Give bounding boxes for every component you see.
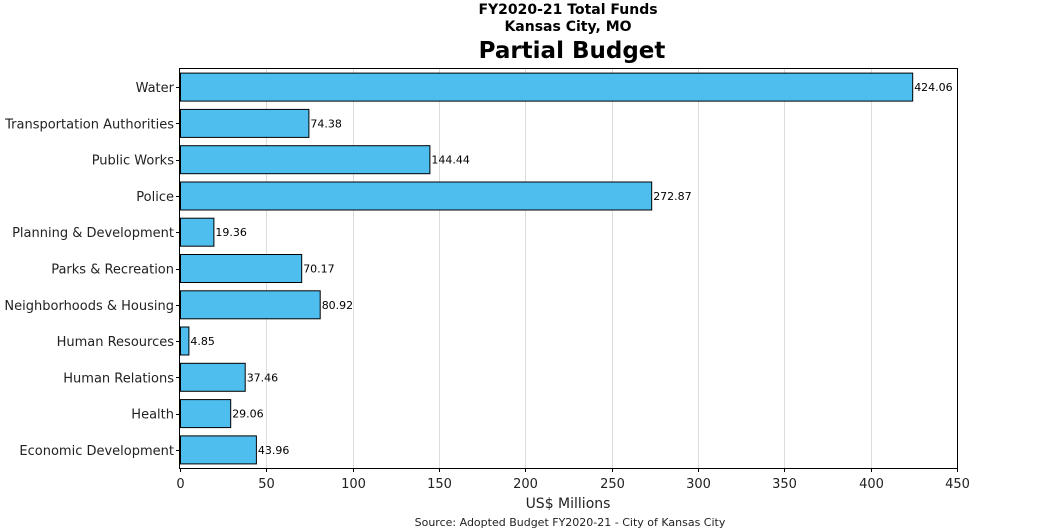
x-tick-label: 50 <box>258 477 275 492</box>
y-category-label: Human Relations <box>63 371 174 386</box>
bar-value-label: 272.87 <box>653 190 692 203</box>
bar-value-label: 37.46 <box>247 371 279 384</box>
bar-value-label: 74.38 <box>310 117 342 130</box>
bar-value-label: 80.92 <box>322 299 354 312</box>
x-tick-label: 0 <box>176 477 184 492</box>
y-category-label: Health <box>131 408 174 423</box>
plot-area-frame <box>179 68 958 469</box>
bar <box>180 435 257 465</box>
y-category-label: Neighborhoods & Housing <box>4 299 174 314</box>
x-tick-labels: 0 50 100 150 200 250 300 350 400 450 <box>176 468 970 492</box>
x-tick-label: 450 <box>945 477 970 492</box>
chart-title: Partial Budget <box>479 38 666 64</box>
bar <box>180 290 321 320</box>
y-category-label: Water <box>136 81 175 96</box>
bar-value-label: 29.06 <box>232 408 264 421</box>
y-category-label: Police <box>136 190 174 205</box>
bar <box>180 181 653 211</box>
x-tick-label: 100 <box>341 477 366 492</box>
bar <box>180 145 431 175</box>
y-category-label: Parks & Recreation <box>51 263 174 278</box>
chart-suptitle-line2: Kansas City, MO <box>504 19 631 35</box>
bar-value-label: 19.36 <box>215 226 247 239</box>
bar-value-label: 4.85 <box>190 335 215 348</box>
bar-value-label: 424.06 <box>914 81 953 94</box>
y-category-labels: Water Transportation Authorities Public Wo… <box>4 81 180 459</box>
y-category-label: Public Works <box>92 154 175 169</box>
y-category-label: Transportation Authorities <box>4 117 174 132</box>
bar <box>180 254 303 283</box>
x-tick-label: 350 <box>772 477 797 492</box>
bar-value-label: 70.17 <box>303 263 335 276</box>
x-tick-label: 250 <box>600 477 625 492</box>
bar <box>180 362 246 392</box>
x-tick-label: 150 <box>427 477 452 492</box>
bar-value-label: 43.96 <box>258 444 290 457</box>
y-category-label: Planning & Development <box>12 226 174 241</box>
source-note: Source: Adopted Budget FY2020-21 - City … <box>415 516 726 529</box>
chart-suptitle-line1: FY2020-21 Total Funds <box>478 2 657 18</box>
bar-series <box>180 72 914 465</box>
x-tick-label: 200 <box>513 477 538 492</box>
x-tick-label: 300 <box>686 477 711 492</box>
y-category-label: Human Resources <box>57 335 175 350</box>
bar-value-label: 144.44 <box>431 154 470 167</box>
bar <box>180 108 310 138</box>
bar <box>180 326 190 356</box>
x-gridlines <box>266 69 872 468</box>
y-category-label: Economic Development <box>19 444 174 459</box>
bar <box>180 72 914 102</box>
bar <box>180 217 215 247</box>
x-axis-label: US$ Millions <box>526 496 611 512</box>
x-tick-label: 400 <box>859 477 884 492</box>
bar-data-labels: 424.06 74.38 144.44 272.87 19.36 70.17 80.92 4.… <box>190 81 952 457</box>
bar <box>180 399 232 429</box>
